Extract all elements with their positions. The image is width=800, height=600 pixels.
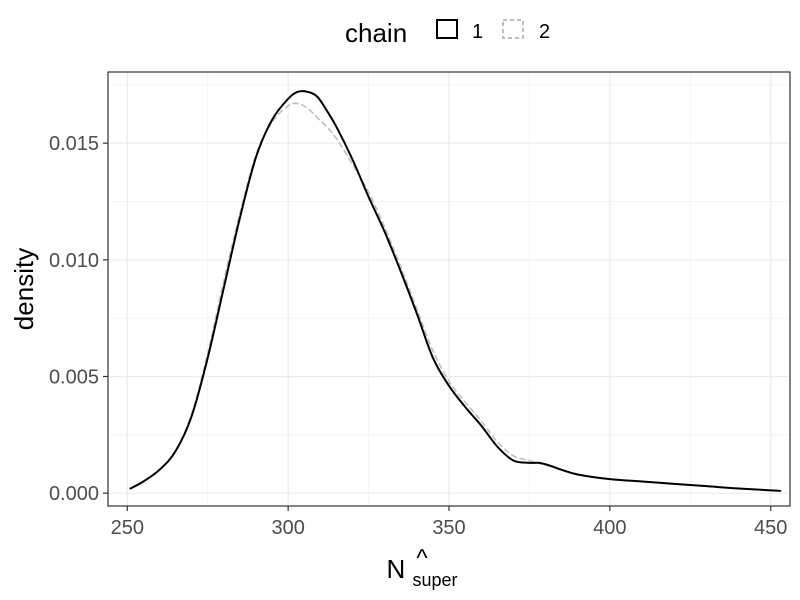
- x-axis-title-hat: ^: [416, 545, 428, 572]
- x-tick-label: 300: [271, 517, 304, 539]
- legend-entry-1: 1: [436, 19, 483, 43]
- major-grid: [108, 72, 790, 506]
- y-tick-label: 0.005: [49, 367, 99, 389]
- x-axis-title: ^ N super: [386, 545, 457, 590]
- x-axis-title-main: N super: [386, 554, 457, 590]
- legend-label-1: 1: [472, 21, 483, 43]
- x-axis: 250 300 350 400 450: [111, 506, 787, 539]
- x-tick-label: 400: [593, 517, 626, 539]
- y-axis: 0.000 0.005 0.010 0.015: [49, 133, 108, 505]
- y-axis-title: density: [9, 248, 39, 330]
- x-axis-title-base: N: [386, 554, 405, 584]
- y-tick-label: 0.000: [49, 483, 99, 505]
- series-layer: [129, 90, 782, 492]
- density-line-chain-1: [129, 90, 782, 492]
- legend-key-1: [436, 19, 458, 39]
- legend-label-2: 2: [539, 21, 550, 43]
- density-line-chain-2: [129, 102, 782, 492]
- legend-entry-2: 2: [502, 19, 550, 43]
- x-axis-title-subscript: super: [412, 570, 457, 590]
- y-tick-label: 0.015: [49, 133, 99, 155]
- legend-title: chain: [345, 18, 407, 48]
- legend-key-2: [502, 19, 524, 39]
- legend: chain 1 2: [345, 18, 550, 48]
- x-tick-label: 350: [432, 517, 465, 539]
- y-tick-label: 0.010: [49, 250, 99, 272]
- x-tick-label: 450: [754, 517, 787, 539]
- x-tick-label: 250: [111, 517, 144, 539]
